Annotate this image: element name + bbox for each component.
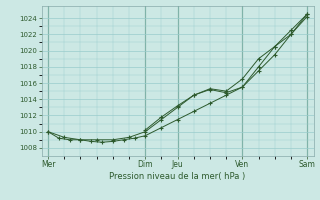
X-axis label: Pression niveau de la mer( hPa ): Pression niveau de la mer( hPa ) [109, 172, 246, 181]
